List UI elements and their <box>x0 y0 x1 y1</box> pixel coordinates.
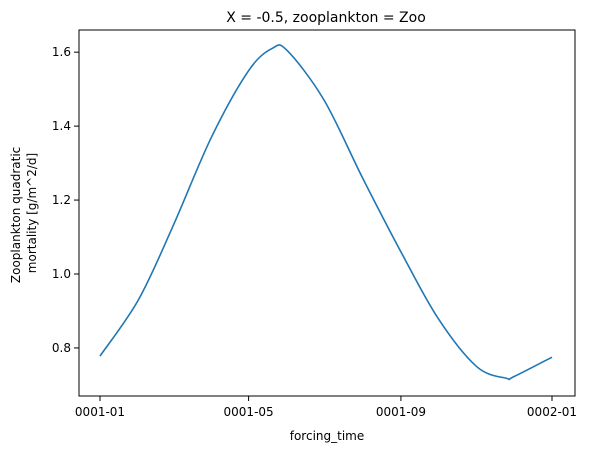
x-axis-label: forcing_time <box>290 429 365 443</box>
series-line <box>99 44 553 381</box>
y-axis: 0.8 1.0 1.2 1.4 1.6 <box>52 45 79 355</box>
plot-frame <box>78 29 576 397</box>
x-tick-label: 0002-01 <box>527 405 577 419</box>
plot-area: 0001-01 0001-05 0001-09 0002-01 0.8 1.0 1.2 1.… <box>52 29 577 419</box>
series-layer <box>99 44 553 381</box>
y-axis-label-line-1: Zooplankton quadratic <box>9 147 23 283</box>
chart-title: X = -0.5, zooplankton = Zoo <box>226 10 426 26</box>
y-axis-label-line-2: mortality [g/m^2/d] <box>25 153 39 273</box>
y-tick-label: 1.6 <box>52 45 71 59</box>
y-tick-label: 1.0 <box>52 267 71 281</box>
x-tick-label: 0001-01 <box>75 405 125 419</box>
y-tick-label: 1.2 <box>52 193 71 207</box>
x-tick-label: 0001-09 <box>376 405 426 419</box>
y-axis-label: Zooplankton quadratic mortality [g/m^2/d… <box>9 143 39 283</box>
x-tick-label: 0001-05 <box>224 405 274 419</box>
y-tick-label: 0.8 <box>52 341 71 355</box>
y-tick-label: 1.4 <box>52 119 71 133</box>
x-axis: 0001-01 0001-05 0001-09 0002-01 <box>75 396 577 419</box>
